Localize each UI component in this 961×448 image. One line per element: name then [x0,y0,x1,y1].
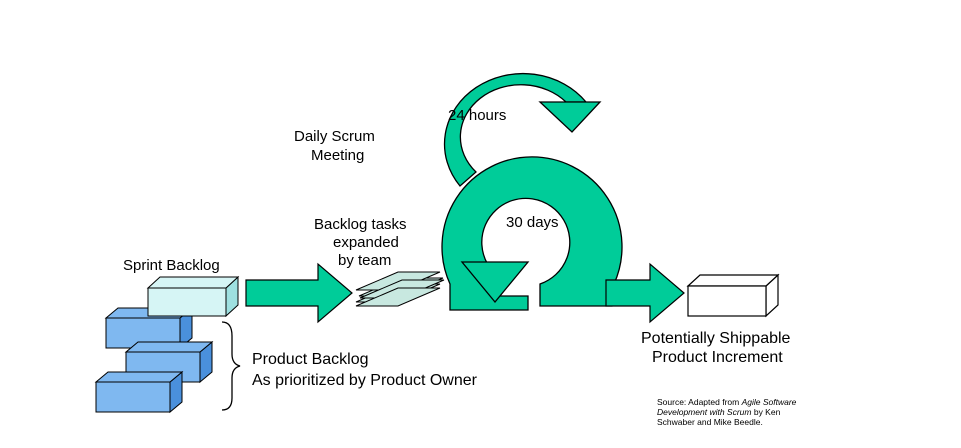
increment-label: Product Increment [652,349,783,366]
backlog-tasks-label: by team [338,252,391,269]
sprint-backlog-block [146,275,240,318]
product-backlog-stack [94,306,214,414]
product-backlog-brace [221,321,241,411]
daily-scrum-label: Meeting [311,147,364,164]
backlog-tasks-stack [355,271,445,307]
twenty-four-hours-label: 24 hours [448,107,506,124]
sprint-backlog-label: Sprint Backlog [123,257,220,274]
output-arrow [605,262,685,324]
product-backlog-label: Product Backlog [252,351,369,368]
source-credit: Source: Adapted from Agile Software [657,397,797,407]
increment-label: Potentially Shippable [641,330,791,347]
product-backlog-block [124,340,214,384]
thirty-days-label: 30 days [506,214,559,231]
sprint-cycle-loop [441,156,623,311]
backlog-tasks-label: Backlog tasks [314,216,407,233]
daily-scrum-label: Daily Scrum [294,128,375,145]
product-backlog-block [94,370,184,414]
backlog-tasks-label: expanded [333,234,399,251]
product-backlog-subtitle: As prioritized by Product Owner [252,372,478,389]
product-increment-box [686,273,780,318]
flow-arrow [245,262,353,324]
daily-cycle-loop [443,72,602,187]
source-credit: Development with Scrum by Ken [657,407,781,417]
source-credit: Schwaber and Mike Beedle. [657,417,763,427]
